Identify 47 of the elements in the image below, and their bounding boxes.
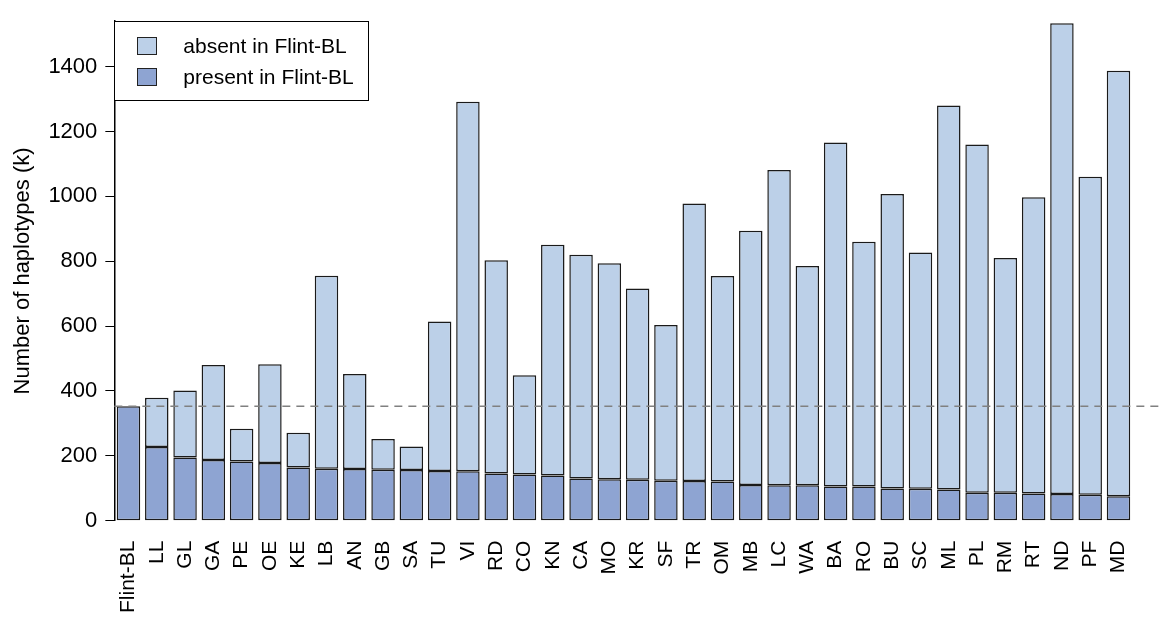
y-tick-label: 400: [60, 376, 98, 402]
x-tick-label: PF: [1077, 540, 1101, 568]
x-tick-label: OM: [709, 540, 733, 575]
x-tick-label: Flint-BL: [115, 540, 139, 614]
x-tick-label: LC: [765, 540, 789, 568]
x-tick-label: MB: [737, 540, 761, 573]
x-tick-label: VI: [454, 540, 478, 561]
x-tick-label: MO: [596, 540, 620, 575]
x-tick-label: LB: [313, 540, 337, 567]
x-tick-label: RM: [992, 540, 1016, 574]
x-tick-label: PE: [228, 540, 252, 569]
x-tick-label: ND: [1048, 540, 1072, 571]
x-tick-label: RO: [850, 540, 874, 573]
y-tick-label: 1400: [48, 52, 98, 78]
x-tick-label: KE: [285, 540, 308, 569]
x-tick-label: OE: [256, 540, 280, 571]
legend-label: absent in Flint-BL: [183, 33, 347, 60]
x-tick-label: TU: [426, 540, 450, 569]
x-tick-label: RT: [1020, 540, 1044, 569]
y-tick-label: 1200: [48, 117, 98, 143]
x-tick-label: AN: [341, 540, 365, 570]
x-tick-label: SF: [652, 540, 676, 568]
y-axis-title: Number of haplotypes (k): [9, 147, 35, 395]
x-tick-label: CO: [511, 540, 535, 573]
x-tick-label: RD: [483, 540, 506, 571]
x-tick-label: SC: [907, 540, 931, 570]
x-tick-label: TR: [681, 540, 704, 569]
x-tick-label: BU: [879, 540, 902, 570]
y-tick-label: 1000: [48, 182, 98, 208]
x-tick-label: GB: [369, 540, 393, 571]
x-tick-label: ML: [935, 540, 959, 570]
x-tick-label: KR: [624, 540, 648, 570]
x-tick-label: CA: [567, 540, 591, 570]
x-tick-label: BA: [822, 540, 846, 569]
x-tick-label: LL: [143, 540, 167, 565]
x-tick-label: KN: [539, 540, 563, 570]
y-tick-label: 0: [85, 506, 98, 532]
x-tick-label: MD: [1105, 540, 1129, 574]
x-tick-label: GA: [200, 540, 224, 571]
x-tick-label: WA: [794, 540, 818, 574]
y-tick-label: 600: [60, 312, 98, 338]
y-tick-label: 200: [60, 441, 98, 467]
legend-label: present in Flint-BL: [183, 64, 354, 91]
y-tick-label: 800: [60, 247, 98, 273]
x-tick-label: PL: [963, 540, 987, 567]
x-tick-label: SA: [398, 540, 422, 569]
x-tick-label: GL: [171, 540, 195, 569]
